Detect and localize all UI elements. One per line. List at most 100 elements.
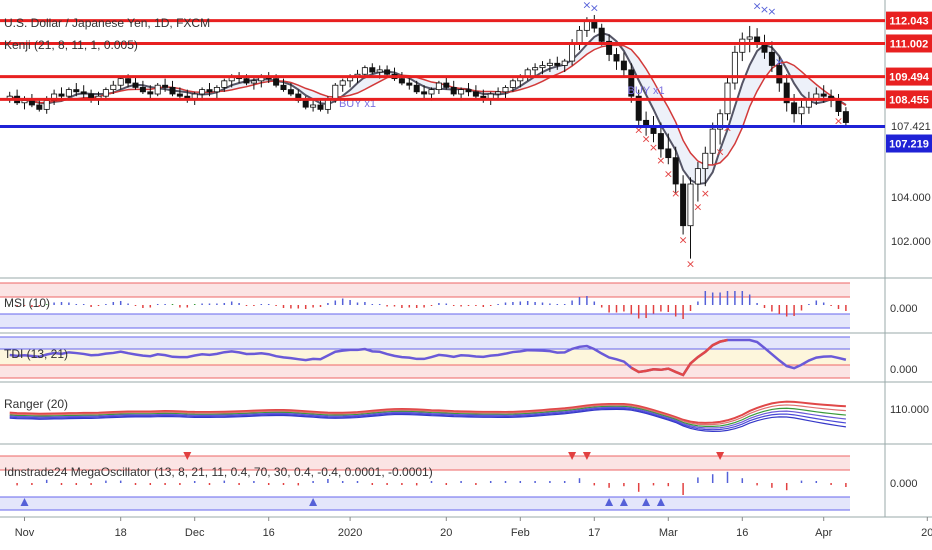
megaoscillator-tick-label: 0.000 — [890, 478, 918, 490]
candle-body — [28, 100, 35, 106]
signal-marker: × — [715, 145, 724, 158]
ranger-tick-label: 110.000 — [890, 404, 929, 416]
indicator-label-tdi: TDI (13, 21) — [4, 347, 68, 361]
ranger-band — [9, 407, 846, 431]
mega-sell-triangle — [716, 452, 725, 460]
resistance-label: 112.043 — [889, 16, 928, 28]
candle-body — [813, 93, 820, 99]
signal-marker: × — [752, 0, 761, 12]
mega-buy-triangle — [642, 498, 651, 506]
signal-marker: × — [693, 200, 702, 213]
candle-body — [435, 82, 442, 91]
signal-marker: × — [834, 115, 843, 128]
ranger-band — [9, 405, 846, 427]
candle-body — [376, 69, 383, 73]
signal-marker: × — [678, 233, 687, 246]
signal-marker: × — [671, 187, 680, 200]
indicator-label-megaoscillator: Idnstrade24 MegaOscillator (13, 8, 21, 1… — [4, 465, 433, 479]
candle-body — [458, 89, 465, 95]
resistance-label: 108.455 — [889, 94, 929, 106]
candle-body — [302, 100, 309, 108]
candle-body — [546, 62, 553, 66]
ranger-band — [9, 406, 846, 429]
candle-body — [472, 91, 479, 97]
candle-body — [428, 89, 435, 95]
signal-marker: × — [656, 154, 665, 167]
mega-sell-triangle — [568, 452, 577, 460]
tdi-upper-band — [0, 337, 850, 349]
signal-marker: × — [760, 3, 769, 16]
current-price-label: 107.421 — [891, 121, 931, 133]
signal-marker: × — [701, 187, 710, 200]
candle-body — [487, 93, 494, 99]
pane-backgrounds — [0, 282, 850, 511]
candle-body — [199, 89, 206, 95]
moving-average-fast — [9, 31, 847, 186]
candle-body — [569, 43, 576, 62]
ranger-band — [9, 408, 846, 432]
x-tick-label: 17 — [588, 527, 600, 539]
candle-body — [465, 89, 472, 93]
candle-body — [576, 29, 583, 44]
candle-body — [280, 84, 287, 91]
candle-body — [709, 128, 716, 154]
x-tick-label: 20 — [921, 527, 932, 539]
candle-body — [776, 65, 783, 84]
candle-body — [213, 87, 220, 93]
signal-marker: × — [590, 2, 599, 15]
candle-body — [317, 104, 324, 110]
signal-label: BUY x1 — [628, 85, 665, 97]
candle-body — [657, 133, 664, 150]
candle-body — [102, 89, 109, 97]
resistance-label: 111.002 — [890, 38, 929, 50]
candle-body — [798, 106, 805, 115]
candle-body — [687, 183, 694, 227]
candle-body — [443, 82, 450, 88]
megaoscillator-pane — [16, 452, 847, 506]
tdi-mid-band — [0, 349, 850, 365]
candle-body — [532, 67, 539, 71]
tdi-pane — [9, 338, 847, 377]
candle-body — [702, 152, 709, 170]
candle-body — [620, 60, 627, 71]
candle-body — [117, 78, 124, 86]
candle-body — [206, 89, 213, 93]
resistance-tag — [886, 90, 932, 109]
candle-body — [65, 89, 72, 97]
x-tick-label: 18 — [115, 527, 127, 539]
candle-body — [613, 54, 620, 62]
msi-pane — [8, 291, 847, 319]
candle-body — [783, 82, 790, 104]
candle-body — [680, 183, 687, 227]
candle-body — [36, 104, 43, 110]
ma-cloud — [9, 32, 846, 184]
chart-title: U.S. Dollar / Japanese Yen, 1D, FXCM — [4, 16, 210, 30]
candle-body — [21, 100, 28, 104]
mega-buy-triangle — [619, 498, 628, 506]
candle-body — [384, 69, 391, 75]
signal-marker: × — [634, 124, 643, 137]
ranger-band — [9, 404, 846, 426]
candle-body — [746, 36, 753, 40]
tdi-line-bear — [630, 338, 728, 377]
candle-body — [310, 104, 317, 108]
candle-body — [132, 82, 139, 88]
candle-body — [717, 113, 724, 130]
candle-body — [842, 111, 849, 123]
indicator-label-msi: MSI (10) — [4, 296, 50, 310]
candle-body — [221, 80, 228, 88]
x-tick-label: Dec — [185, 527, 205, 539]
candle-body — [450, 87, 457, 95]
x-tick-label: 2020 — [338, 527, 362, 539]
candle-body — [502, 87, 509, 93]
mega-sell-triangle — [183, 452, 192, 460]
ranger-band — [9, 400, 846, 424]
candle-body — [273, 78, 280, 86]
level-lines: 112.043 111.002 109.494 108.455 107.421 107.2… — [0, 11, 932, 153]
candle-body — [598, 27, 605, 42]
x-tick-label: 16 — [736, 527, 748, 539]
price-tick-label: 104.000 — [891, 192, 931, 204]
candle-body — [43, 100, 50, 110]
